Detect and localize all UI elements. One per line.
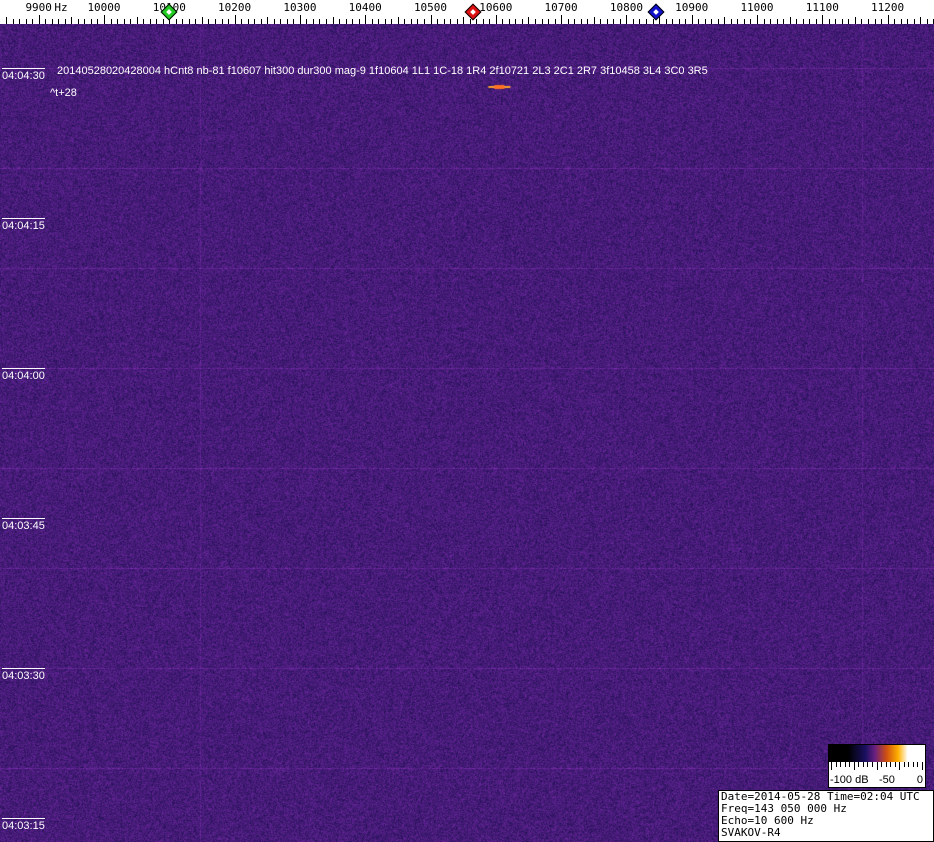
freq-tick-label: 10200 xyxy=(218,1,252,14)
info-date: Date=2014-05-28 Time=02:04 UTC xyxy=(721,790,920,803)
info-box: Date=2014-05-28 Time=02:04 UTC Freq=143 … xyxy=(718,790,934,842)
info-station: SVAKOV-R4 xyxy=(721,826,781,839)
freq-tick-label: 10500 xyxy=(413,1,448,14)
colorbar-ticks xyxy=(831,762,923,770)
freq-tick-label: 9900 xyxy=(25,1,52,14)
freq-tick-label: 10900 xyxy=(675,1,709,14)
freq-tick-label: 11100 xyxy=(805,1,839,14)
freq-tick-label: 10400 xyxy=(348,1,382,14)
spectrogram-waterfall xyxy=(0,24,934,842)
time-tick-label: 04:03:15 xyxy=(2,818,45,832)
freq-tick-label: 10300 xyxy=(283,1,317,14)
colorbar-label-min: -100 dB xyxy=(830,774,869,786)
detection-annotation: 20140528020428004 hCnt8 nb-81 f10607 hit… xyxy=(57,65,708,77)
time-tick-label: 04:04:15 xyxy=(2,218,45,232)
colorbar-gradient xyxy=(829,745,925,762)
time-tick-label: 04:04:00 xyxy=(2,368,45,382)
detection-offset: ^t+28 xyxy=(50,87,77,99)
info-freq: Freq=143 050 000 Hz xyxy=(721,802,847,815)
time-tick-label: 04:03:45 xyxy=(2,518,45,532)
info-echo: Echo=10 600 Hz xyxy=(721,814,814,827)
time-tick-label: 04:03:30 xyxy=(2,668,45,682)
freq-tick-label: 11200 xyxy=(871,1,905,14)
freq-tick-label: 11000 xyxy=(740,1,774,14)
freq-tick-label: 10700 xyxy=(544,1,578,14)
freq-tick-label: 10600 xyxy=(479,1,513,14)
time-tick-label: 04:04:30 xyxy=(2,68,45,82)
frequency-axis: 9900100001010010200103001040010500106001… xyxy=(0,0,934,24)
freq-tick-label: 10000 xyxy=(87,1,121,14)
freq-unit-label: Hz xyxy=(54,1,68,14)
colorbar: -100 dB -50 0 xyxy=(828,744,926,788)
colorbar-label-max: 0 xyxy=(916,774,923,786)
colorbar-label-mid: -50 xyxy=(879,774,895,786)
freq-tick-label: 10800 xyxy=(609,1,643,14)
